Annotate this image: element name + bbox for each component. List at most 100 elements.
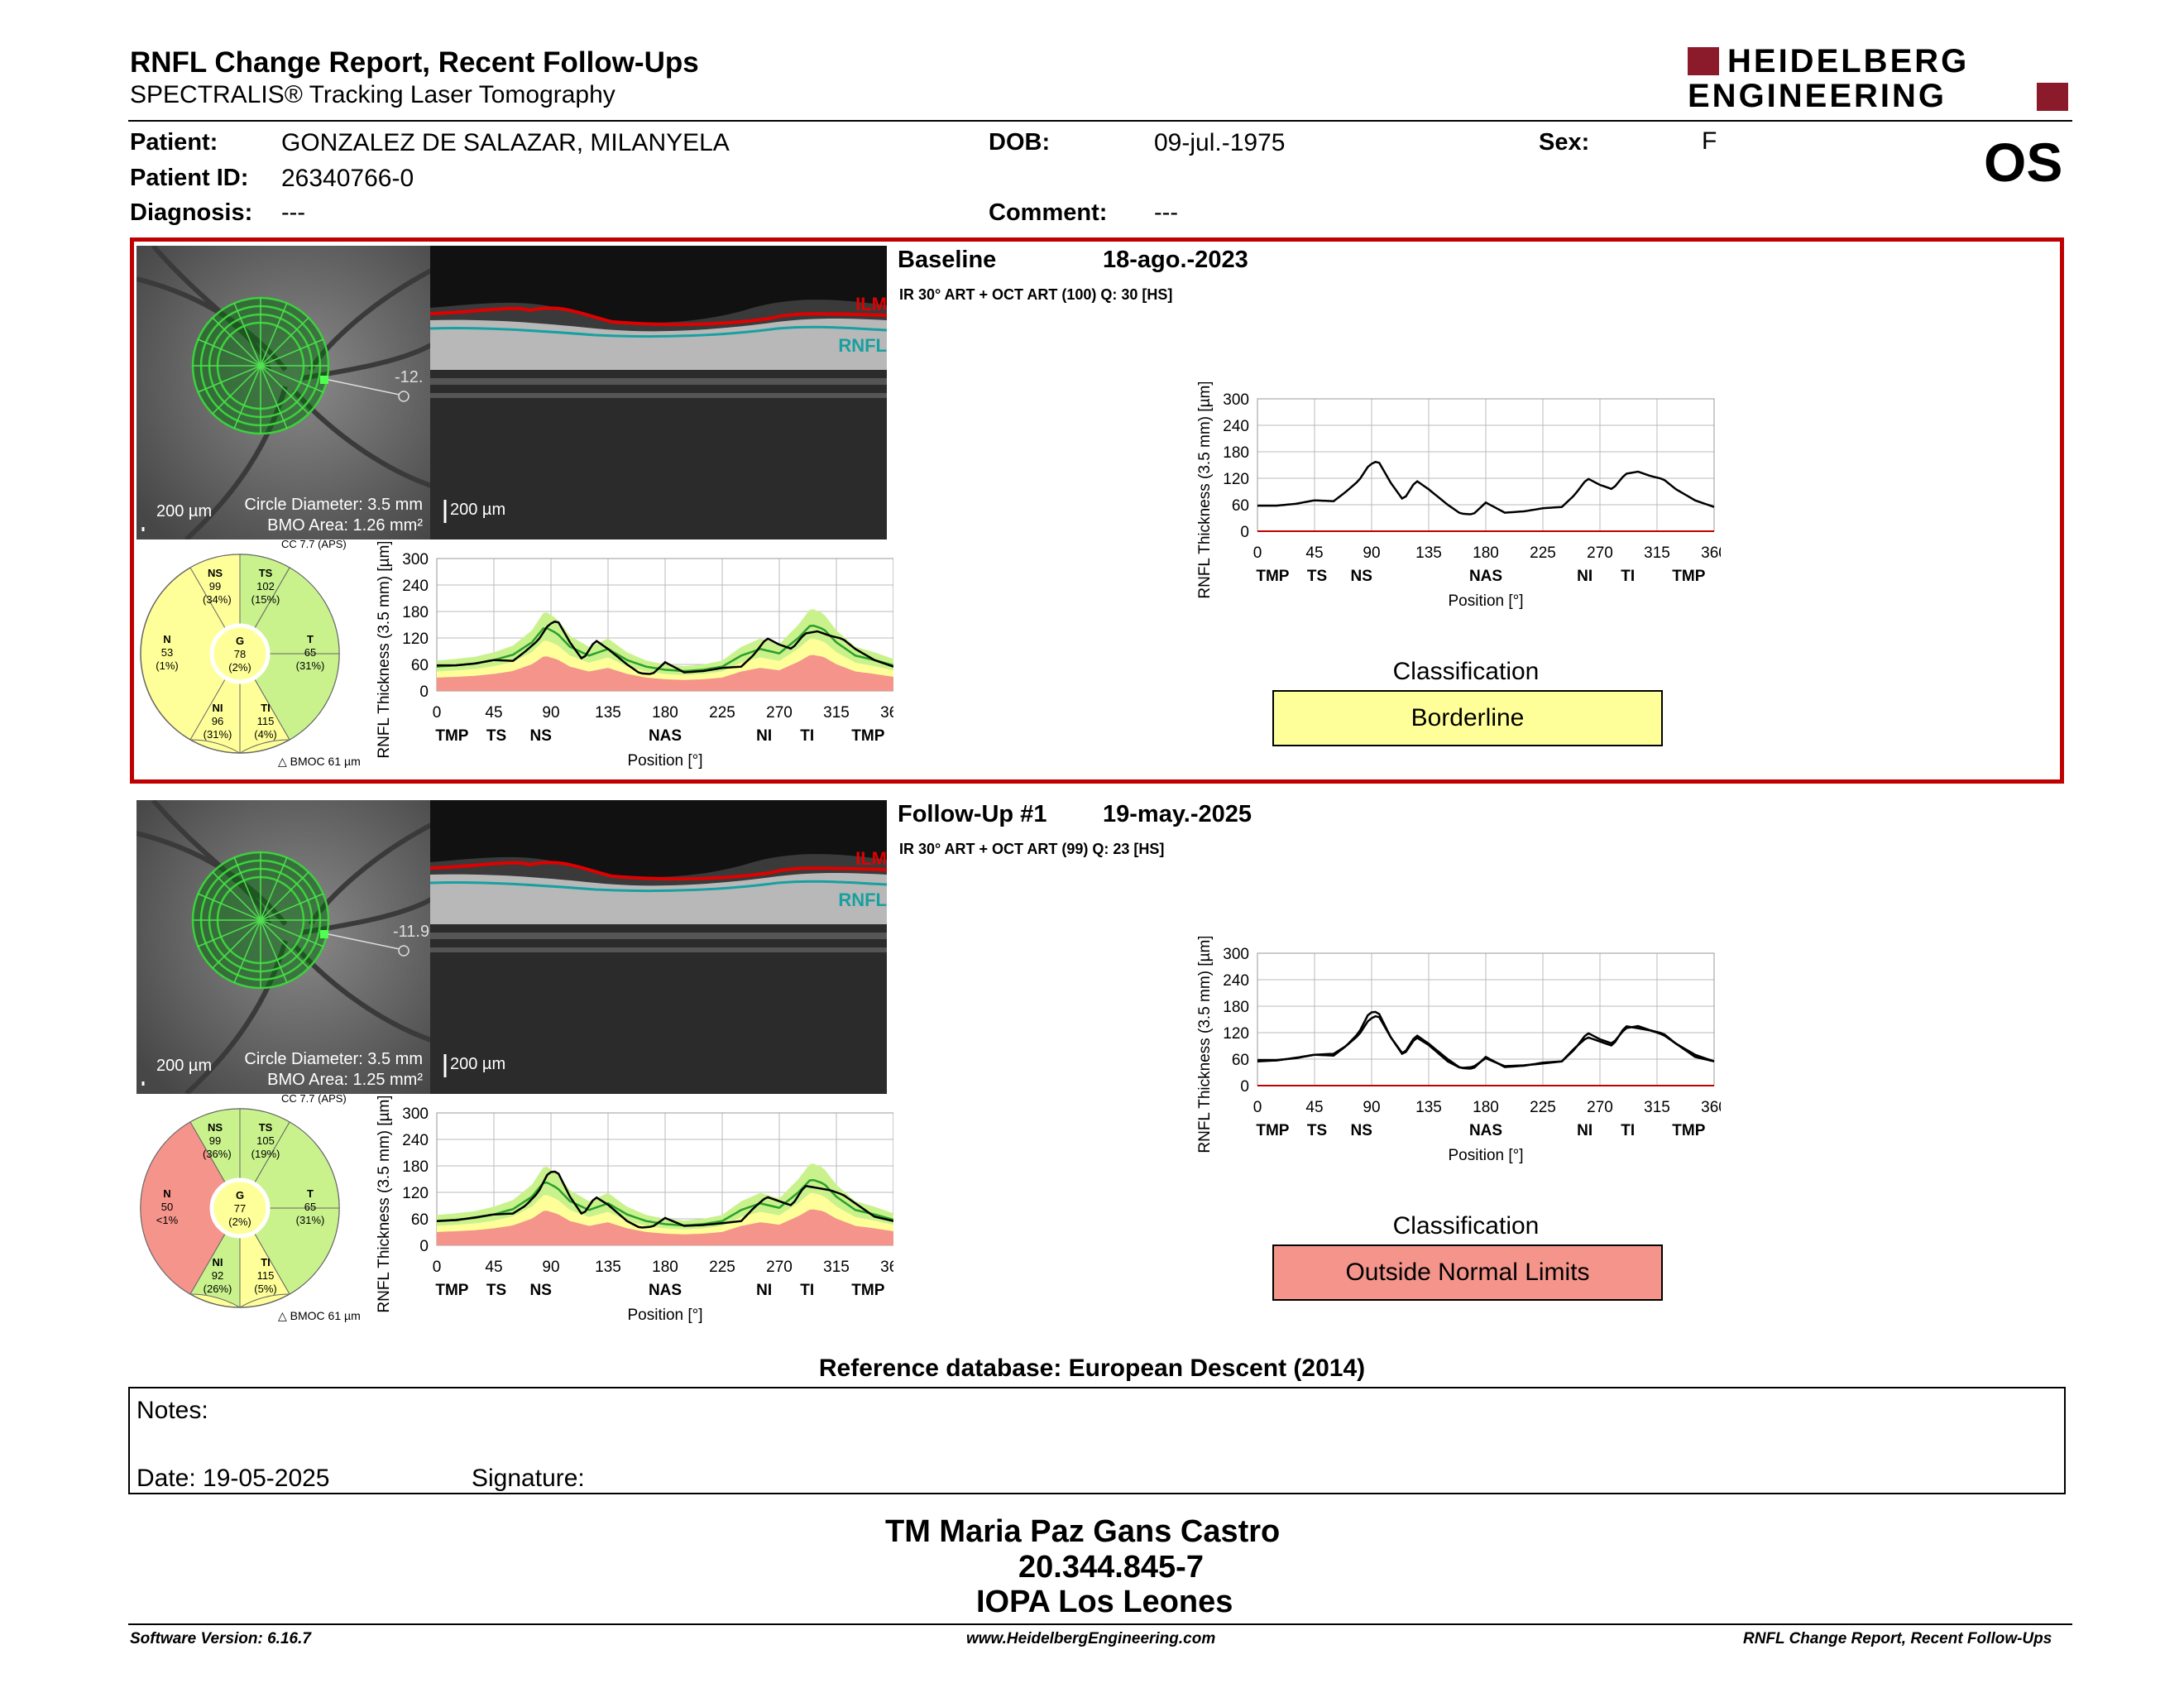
y-tick-label: 120 [402,631,429,648]
y-tick-label: 120 [402,1185,429,1202]
measured-thickness-line [437,620,893,675]
baseline-bmoc-label: △ BMOC 61 µm [278,755,361,768]
notes-box[interactable]: Notes: Date: 19-05-2025 Signature: [128,1387,2066,1494]
x-tick-label: 270 [1587,544,1613,562]
x-tick-label: 90 [1363,544,1380,562]
baseline-label: Baseline [898,247,997,273]
x-tick-label: 135 [595,704,621,722]
followup-bmo-area: BMO Area: 1.25 mm² [267,1071,423,1089]
signature-id: 20.344.845-7 [1018,1550,1204,1585]
followup-oct-scale: 200 µm [450,1055,506,1073]
x-tick-label: 0 [433,1259,442,1276]
region-label: TMP [851,1282,884,1299]
region-label: NAS [649,727,682,745]
website-link[interactable]: www.HeidelbergEngineering.com [966,1630,1216,1647]
region-label: NS [530,1282,552,1299]
signature-label: Signature: [472,1465,585,1492]
baseline-trend-line [1257,1014,1715,1070]
baseline-bmo-area: BMO Area: 1.26 mm² [267,516,423,535]
region-label: TS [1307,568,1327,585]
y-tick-label: 240 [402,578,429,595]
baseline-classification-title: Classification [1392,658,1540,685]
software-version: Software Version: 6.16.7 [130,1630,311,1647]
region-label: NAS [1469,568,1502,585]
notes-date: Date: 19-05-2025 [136,1465,330,1492]
followup-classification-title: Classification [1392,1212,1540,1240]
followup-sector-chart [140,1108,340,1308]
x-tick-label: 315 [1644,1099,1670,1116]
diagnosis-label: Diagnosis: [130,199,253,226]
x-axis-label: Position [°] [627,1307,702,1324]
baseline-trend-chart: 300 240 180 120 60 00 45 90 135 180 225 270 315 360 TM… [1196,382,1721,610]
followup-angle-readout: -11.9 [393,923,430,941]
baseline-panel-highlight [130,237,2064,784]
region-label: NI [1577,1122,1592,1139]
normative-mean-line [436,624,893,673]
report-title: RNFL Change Report, Recent Follow-Ups [130,46,699,79]
baseline-oct-bscan: ILM RNFL 200 µm [430,246,887,539]
x-tick-label: 135 [1415,544,1442,562]
comment-value: --- [1154,199,1178,226]
x-tick-label: 270 [1587,1099,1613,1116]
followup-acquisition: IR 30° ART + OCT ART (99) Q: 23 [HS] [899,841,1165,857]
region-label: TI [800,1282,814,1299]
notes-label: Notes: [136,1397,208,1424]
x-tick-label: 225 [1530,544,1556,562]
x-tick-label: 315 [823,1259,850,1276]
baseline-normative-chart: 300 240 180 120 60 00 45 90 135 180 225 270 315 360 TM… [376,542,893,770]
x-tick-label: 0 [433,704,442,722]
patient-name: GONZALEZ DE SALAZAR, MILANYELA [281,129,730,156]
baseline-cc-label: CC 7.7 (APS) [281,538,347,550]
x-tick-label: 360 [880,1259,893,1276]
region-label: NI [1577,568,1592,585]
reference-database: Reference database: European Descent (20… [818,1355,1366,1382]
y-tick-label: 180 [402,604,429,621]
y-tick-label: 240 [402,1132,429,1149]
sex-value: F [1702,127,1717,155]
baseline-acquisition: IR 30° ART + OCT ART (100) Q: 30 [HS] [899,286,1173,303]
baseline-fundus-image: -12. 200 µm Circle Diameter: 3.5 mm BMO … [136,246,431,539]
y-tick-label: 0 [419,1238,429,1255]
baseline-classification-badge: Borderline [1272,690,1663,746]
y-tick-label: 300 [402,551,429,568]
followup-label: Follow-Up #1 [898,801,1047,827]
region-label: TS [486,1282,506,1299]
x-tick-label: 225 [709,704,735,722]
baseline-angle-readout: -12. [395,368,424,386]
x-axis-label: Position [°] [627,752,702,770]
x-tick-label: 90 [542,704,559,722]
y-tick-label: 240 [1223,972,1249,990]
followup-ilm-label: ILM [855,848,887,869]
region-label: TI [800,727,814,745]
x-tick-label: 270 [766,704,793,722]
x-tick-label: 180 [652,1259,678,1276]
normative-mean-line [436,1178,893,1227]
baseline-oct-scale: 200 µm [450,501,506,519]
y-tick-label: 300 [1223,946,1249,963]
followup-date: 19-may.-2025 [1103,801,1252,827]
patient-id-value: 26340766-0 [281,165,414,192]
y-axis-label: RNFL Thickness (3.5 mm) [µm] [376,1096,393,1313]
x-tick-label: 180 [652,704,678,722]
region-label: TMP [1672,568,1705,585]
y-tick-label: 60 [411,1211,429,1229]
x-tick-label: 360 [880,704,893,722]
y-tick-label: 60 [1232,1052,1249,1069]
baseline-circle-diameter: Circle Diameter: 3.5 mm [244,496,423,514]
x-tick-label: 180 [1473,1099,1499,1116]
region-label: TMP [851,727,884,745]
x-tick-label: 90 [1363,1099,1380,1116]
x-tick-label: 225 [1530,1099,1556,1116]
y-axis-label: RNFL Thickness (3.5 mm) [µm] [376,542,393,759]
baseline-sector-labels: NS 99 (34%) TS 102 (15%) N 53 (1%) G 78 (2%) T 65… [156,567,325,741]
y-tick-label: 0 [1240,1078,1249,1096]
y-tick-label: 120 [1223,471,1249,488]
region-label: TI [1621,568,1635,585]
followup-oct-bscan: ILM RNFL 200 µm [430,800,887,1094]
region-label: TMP [435,727,468,745]
y-axis-label: RNFL Thickness (3.5 mm) [µm] [1196,382,1214,599]
x-tick-label: 45 [1305,544,1323,562]
region-label: TS [1307,1122,1327,1139]
x-tick-label: 360 [1701,544,1721,562]
followup-trend-chart: 300 240 180 120 60 00 45 90 135 180 225 270 315 360 TM… [1196,937,1721,1164]
